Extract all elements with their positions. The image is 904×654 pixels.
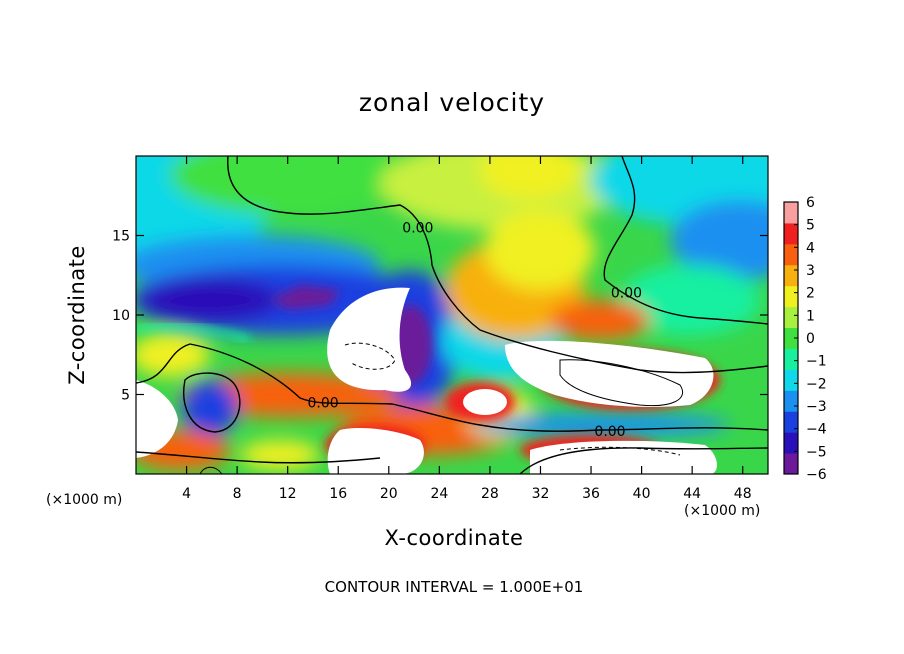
y-axis-label: Z-coordinate — [65, 245, 89, 385]
colorbar-swatch — [784, 432, 798, 454]
y-tick-label: 10 — [112, 308, 130, 324]
contour-line — [559, 359, 683, 407]
x-tick-label: 24 — [430, 486, 448, 502]
x-tick-label: 44 — [683, 486, 701, 502]
colorbar-label: −3 — [806, 399, 827, 415]
colorbar-swatch — [784, 202, 798, 224]
colorbar-label: 4 — [806, 240, 815, 256]
contour-line — [183, 372, 241, 433]
colorbar-label: 6 — [806, 195, 815, 211]
x-tick-label: 36 — [582, 486, 600, 502]
colorbar-swatch — [784, 264, 798, 287]
x-tick-label: 32 — [532, 486, 550, 502]
colorbar-label: 2 — [806, 286, 815, 302]
zero-contours — [136, 156, 768, 474]
colorbar-swatch — [784, 369, 798, 391]
colorbar-label: −5 — [806, 444, 827, 460]
contour-label: 0.00 — [307, 395, 338, 411]
chart-title: zonal velocity — [358, 88, 546, 117]
contour-label: 0.00 — [611, 286, 642, 302]
contour-interval-note: CONTOUR INTERVAL = 1.000E+01 — [324, 578, 584, 596]
contour-label: 0.00 — [402, 221, 433, 237]
colorbar-label: 5 — [806, 218, 815, 234]
x-tick-label: 40 — [633, 486, 651, 502]
colorbar-label: −2 — [806, 376, 827, 392]
contour-label: 0.00 — [594, 424, 625, 440]
contour-line — [603, 156, 768, 325]
colorbar-label: 3 — [806, 263, 815, 279]
contour-line — [136, 451, 381, 464]
x-tick-label: 8 — [233, 486, 242, 502]
contour-line — [344, 342, 396, 370]
colorbar-swatch — [784, 411, 798, 433]
y-tick-label: 15 — [112, 229, 130, 245]
x-axis-label: X-coordinate — [384, 526, 524, 550]
contour-line — [136, 343, 768, 432]
x-tick-label: 12 — [279, 486, 297, 502]
x-tick-label: 20 — [380, 486, 398, 502]
colorbar-label: 0 — [806, 331, 815, 347]
colorbar-swatch — [784, 348, 798, 370]
x-unit-label-left: (×1000 m) — [46, 492, 123, 508]
contour-line — [519, 447, 768, 474]
colorbar-swatch — [784, 306, 798, 329]
colorbar-label: −1 — [806, 354, 827, 370]
x-tick-label: 4 — [182, 486, 191, 502]
x-unit-label-right: (×1000 m) — [684, 503, 761, 519]
y-tick-label: 5 — [121, 388, 130, 404]
x-tick-label: 16 — [329, 486, 347, 502]
colorbar-swatch — [784, 222, 798, 245]
colorbar: −6 −5 −4 −3 −2 −1 0 1 2 3 4 5 6 — [783, 195, 827, 483]
colorbar-label: 1 — [806, 308, 815, 324]
contour-labels: 0.00 0.00 0.00 0.00 — [307, 221, 642, 441]
y-axis: 5 10 15 — [112, 229, 768, 404]
x-axis: 4 8 12 16 20 24 28 32 36 40 44 48 — [182, 156, 752, 502]
x-tick-label: 48 — [734, 486, 752, 502]
colorbar-swatch — [784, 390, 798, 412]
contour-line — [559, 446, 681, 456]
contour-line — [199, 466, 223, 474]
colorbar-swatch — [784, 453, 798, 475]
colorbar-label: −4 — [806, 422, 827, 438]
colorbar-label: −6 — [806, 467, 827, 483]
heatmap-field — [136, 156, 768, 474]
colorbar-swatch — [784, 243, 798, 266]
x-tick-label: 28 — [481, 486, 499, 502]
colorbar-swatch — [784, 327, 798, 349]
colorbar-swatch — [784, 285, 798, 308]
